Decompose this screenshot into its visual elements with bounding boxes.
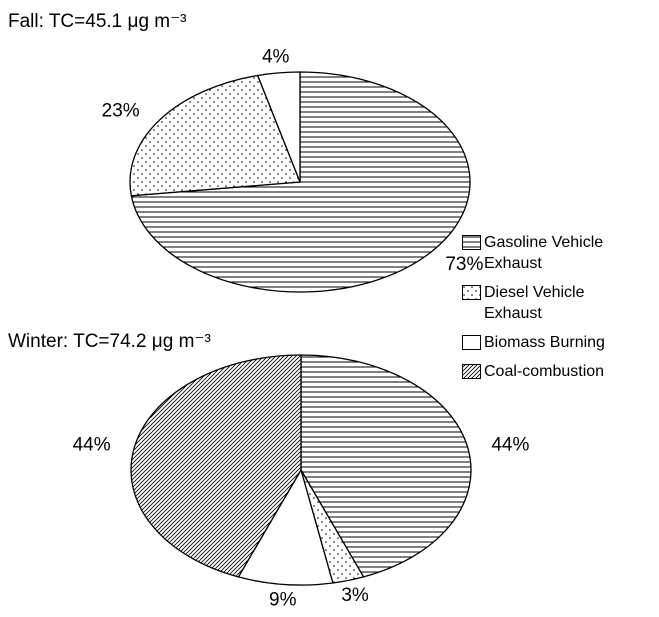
value-label: 9% [269,590,297,611]
chart-title: Winter: TC=74.2 μg m⁻³ [8,331,211,352]
pie-slice [256,71,301,183]
chart-title: Fall: TC=45.1 μg m⁻³ [8,11,187,32]
legend-swatch [462,364,481,379]
value-label: 3% [341,585,369,606]
legend-entry: Biomass Burning [462,332,627,353]
value-label: 73% [445,254,483,275]
swatch [462,235,481,250]
legend-swatch [462,235,481,250]
legend-entry: Gasoline Vehicle Exhaust [462,232,627,274]
legend-label: Gasoline Vehicle Exhaust [484,234,604,272]
legend-label: Coal-combustion [484,363,605,380]
value-label: 44% [491,434,529,455]
swatch [462,285,481,300]
legend-label: Biomass Burning [484,334,605,351]
pie-slice [300,354,472,578]
legend-swatch [462,335,481,350]
pie-slice [237,468,334,586]
legend-entry: Coal-combustion [462,361,627,382]
pie-slice [130,354,302,578]
value-label: 23% [102,101,140,122]
legend-swatch [462,285,481,300]
legend-label: Diesel Vehicle Exhaust [484,284,585,322]
legend-entry: Diesel Vehicle Exhaust [462,282,627,324]
legend: Gasoline Vehicle Exhaust Diesel Vehicle E… [462,232,627,390]
value-label: 44% [73,434,111,455]
pie-slice [129,74,301,197]
value-label: 4% [262,47,290,68]
swatch [462,335,481,350]
swatch [462,364,481,379]
